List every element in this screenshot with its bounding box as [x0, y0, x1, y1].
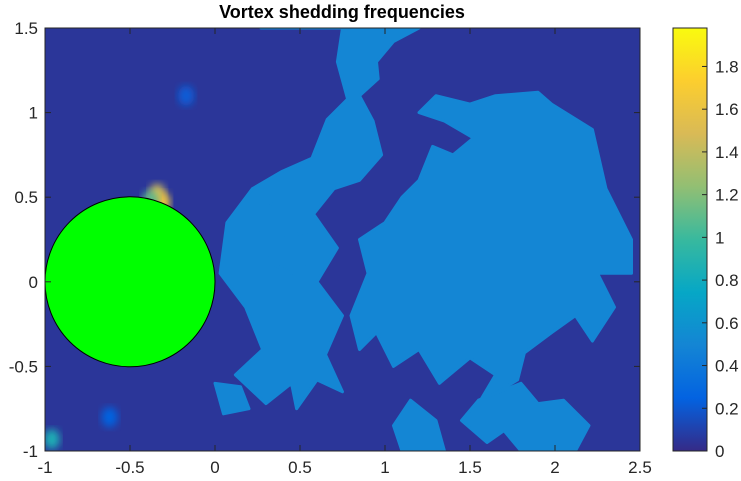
y-tick-label: 0: [29, 273, 38, 292]
x-tick-label: 2.5: [628, 458, 652, 477]
colorbar-tick-label: 1.8: [715, 57, 739, 76]
frequency-region: [213, 381, 251, 416]
colorbar-tick-label: 0.4: [715, 357, 739, 376]
colorbar-frame: [672, 27, 708, 452]
y-tick-label: -1: [23, 442, 38, 461]
x-tick-label: 2: [550, 458, 559, 477]
cylinder-obstacle: [44, 196, 216, 368]
frequency-region: [460, 381, 591, 451]
x-axis: -1 -0.5 0 0.5 1 1.5 2 2.5: [37, 28, 652, 477]
colorbar-ticks: 0 0.2 0.4 0.6 0.8 1 1.2 1.4 1.6 1.8: [702, 57, 739, 461]
x-tick-label: -0.5: [115, 458, 144, 477]
x-tick-label: 1.5: [458, 458, 482, 477]
frequency-hotspot: [101, 407, 118, 428]
colorbar-tick-label: 0.2: [715, 399, 739, 418]
x-tick-label: 0.5: [288, 458, 312, 477]
colorbar-tick-label: 1.6: [715, 100, 739, 119]
colorbar-tick-label: 1: [715, 228, 724, 247]
colorbar-tick-label: 0: [715, 442, 724, 461]
plot-frame: [44, 27, 641, 452]
x-tick-label: 1: [380, 458, 389, 477]
frequency-hotspot: [178, 85, 195, 106]
frequency-region: [392, 398, 446, 451]
frequency-region: [218, 28, 421, 411]
colorbar-tick-label: 1.2: [715, 186, 739, 205]
colorbar-gradient: [673, 28, 707, 451]
colorbar-tick-label: 0.6: [715, 314, 739, 333]
colorbar: 0 0.2 0.4 0.6 0.8 1 1.2 1.4 1.6 1.8: [672, 27, 739, 461]
colorbar-tick-label: 1.4: [715, 143, 739, 162]
y-axis: -1 -0.5 0 0.5 1 1.5: [9, 19, 640, 461]
chart-title: Vortex shedding frequencies: [219, 2, 465, 22]
y-tick-label: 1.5: [14, 19, 38, 38]
plot-area: [44, 27, 641, 452]
y-tick-label: -0.5: [9, 357, 38, 376]
y-tick-label: 0.5: [14, 188, 38, 207]
frequency-region: [256, 195, 319, 275]
x-tick-label: -1: [37, 458, 52, 477]
frequency-region: [349, 90, 633, 406]
x-tick-label: 0: [210, 458, 219, 477]
y-tick-label: 1: [29, 104, 38, 123]
colorbar-tick-label: 0.8: [715, 271, 739, 290]
frequency-hotspot: [45, 429, 60, 450]
heat-layer: [45, 28, 633, 451]
